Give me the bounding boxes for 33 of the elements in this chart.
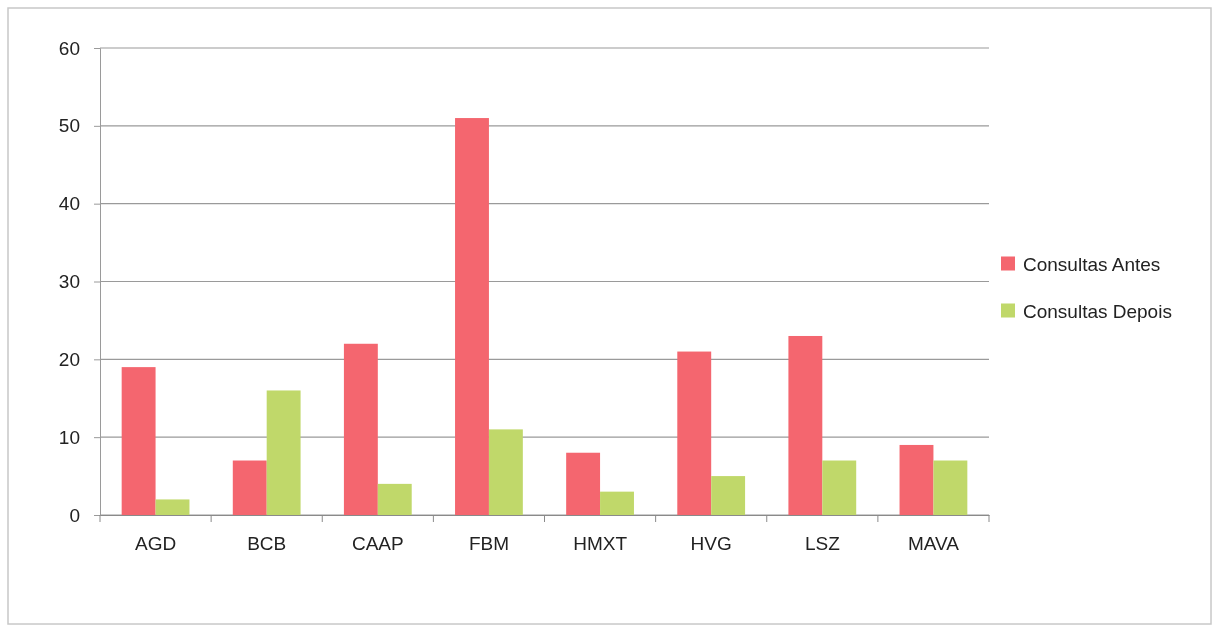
bar bbox=[899, 444, 934, 515]
bar bbox=[711, 476, 746, 515]
y-tick-label: 50 bbox=[58, 115, 80, 137]
x-tick-label: CAAP bbox=[351, 533, 404, 555]
bar bbox=[455, 118, 489, 515]
y-tick-label: 40 bbox=[58, 193, 80, 215]
bar bbox=[566, 452, 601, 515]
y-tick-label: 30 bbox=[58, 271, 80, 293]
bar bbox=[266, 390, 301, 515]
x-tick-label: HMXT bbox=[573, 533, 628, 555]
x-tick-label: HVG bbox=[690, 533, 732, 555]
bar bbox=[121, 367, 156, 515]
x-tick-label: AGD bbox=[134, 533, 177, 555]
legend-label: Consultas Depois bbox=[1023, 300, 1172, 322]
y-tick-label: 60 bbox=[58, 37, 80, 59]
legend-label: Consultas Antes bbox=[1023, 253, 1161, 275]
bar bbox=[377, 483, 412, 515]
bar bbox=[788, 335, 823, 515]
x-tick-label: MAVA bbox=[907, 533, 960, 555]
y-tick-label: 0 bbox=[69, 504, 80, 526]
bar bbox=[155, 499, 190, 515]
x-tick-label: FBM bbox=[468, 533, 509, 555]
bar bbox=[677, 351, 712, 515]
bar bbox=[822, 460, 857, 515]
y-tick-label: 10 bbox=[58, 426, 80, 448]
y-tick-label: 20 bbox=[58, 348, 80, 370]
bar bbox=[933, 460, 968, 515]
x-tick-label: BCB bbox=[247, 533, 287, 555]
x-tick-label: LSZ bbox=[804, 533, 841, 555]
bar bbox=[488, 429, 523, 515]
bar bbox=[343, 343, 378, 515]
bar bbox=[232, 460, 267, 515]
bar bbox=[600, 491, 634, 515]
